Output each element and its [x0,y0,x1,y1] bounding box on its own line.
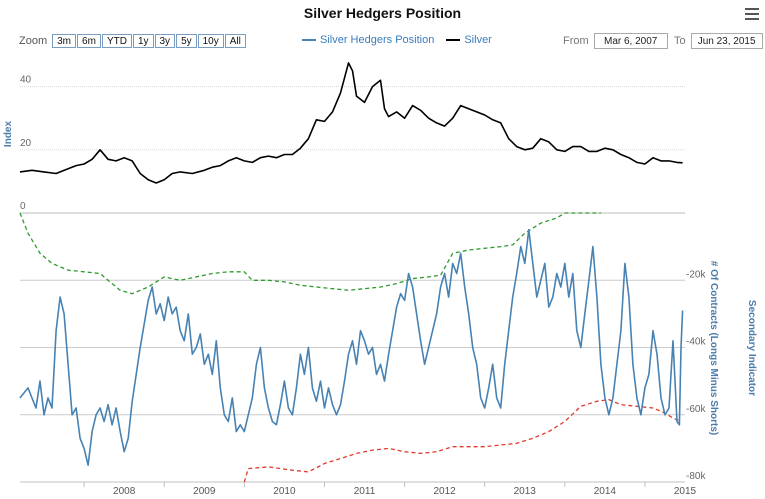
legend-swatch-hedgers [302,39,316,41]
chart-title: Silver Hedgers Position [303,5,462,21]
price-y-axis-label: Index [3,121,14,148]
zoom-1y-button[interactable]: 1y [132,34,154,48]
range-from-input[interactable] [593,33,668,49]
chart-legend: Silver Hedgers Position Silver [302,34,504,46]
upper-band-line [19,212,601,295]
hedgers-position-line [19,229,684,466]
x-tick-label: 2014 [594,486,617,497]
x-tick-label: 2012 [434,486,457,497]
zoom-label: Zoom [19,35,48,47]
price-y-tick: 40 [20,75,32,86]
zoom-10y-button[interactable]: 10y [197,34,224,48]
legend-item-silver[interactable]: Silver [446,34,492,46]
range-from-label: From [563,35,589,47]
zoom-3m-button[interactable]: 3m [52,34,77,48]
zoom-all-button[interactable]: All [224,34,246,48]
legend-item-hedgers[interactable]: Silver Hedgers Position [302,34,434,46]
x-tick-label: 2009 [193,486,216,497]
price-y-tick: 0 [20,201,26,212]
legend-swatch-silver [446,39,461,41]
hedgers-y-tick: -20k [686,269,706,280]
price-y-tick: 20 [20,138,32,149]
lower-band-line [243,398,682,483]
zoom-3y-button[interactable]: 3y [154,34,176,48]
range-to-input[interactable] [690,33,763,49]
x-tick-label: 2010 [273,486,296,497]
hedgers-y-tick: -80k [686,471,706,482]
x-tick-label: 2011 [354,486,376,497]
hedgers-y-tick: -40k [686,337,706,348]
hedgers-y-tick: -60k [686,404,706,415]
secondary-y-axis-label: Secondary Indicator [746,300,757,396]
range-to-label: To [674,35,686,47]
hedgers-y-axis-label: # Of Contracts (Longs Minus Shorts) [708,261,719,435]
x-tick-label: 2008 [113,486,136,497]
range-to: To [674,33,763,49]
zoom-ytd-button[interactable]: YTD [101,34,132,48]
x-tick-label: 2015 [674,486,697,497]
legend-label-hedgers: Silver Hedgers Position [320,34,435,46]
hamburger-menu-icon[interactable] [745,8,759,23]
zoom-selector: Zoom 3m 6m YTD 1y 3y 5y 10y All [19,34,247,48]
silver-price-line [19,62,683,184]
range-from: From [563,33,668,49]
x-tick-label: 2013 [514,486,537,497]
zoom-5y-button[interactable]: 5y [176,34,197,48]
legend-label-silver: Silver [464,34,492,46]
zoom-6m-button[interactable]: 6m [77,34,101,48]
